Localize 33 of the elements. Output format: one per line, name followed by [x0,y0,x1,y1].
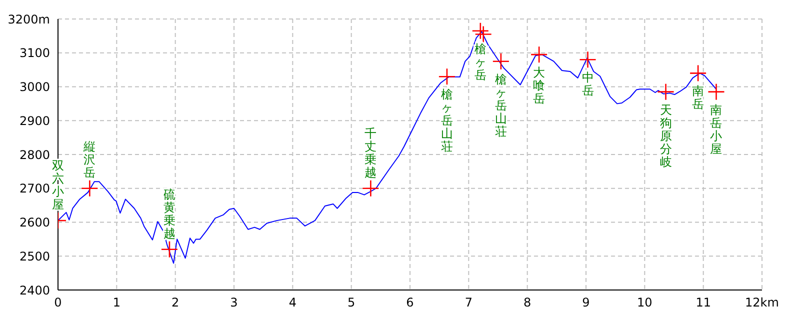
x-tick-label: 7 [464,296,472,310]
x-tick-label: 11 [696,296,711,310]
x-tick-label: 4 [288,296,296,310]
x-tick-label: 5 [348,296,356,310]
annotation: 縦沢岳 [82,139,96,180]
x-tick-label: 9 [582,296,590,310]
x-tick-label: 3 [230,296,238,310]
x-tick-label: 2 [172,296,180,310]
x-tick-label: 12km [745,296,779,310]
x-tick-label: 0 [54,296,62,310]
annotation: 天狗原分岐 [660,102,672,169]
y-tick-label: 2800 [19,148,50,162]
annotation: 大喰岳 [533,66,546,106]
x-tick-label: 6 [406,296,414,310]
y-tick-label: 3000 [19,80,50,94]
x-tick-label: 8 [524,296,532,310]
annotation: 千丈乗越 [364,126,377,180]
y-tick-label: 2500 [19,249,50,264]
annotation: 中岳 [582,70,594,98]
annotation: 南岳 [692,84,704,112]
annotation: 南岳小屋 [710,102,722,156]
annotation: 槍ヶ岳山荘 [440,88,453,154]
y-tick-label: 2600 [19,216,50,230]
x-tick-label: 10 [637,296,652,310]
y-tick-label: 3200m [8,12,50,26]
y-tick-label: 3100 [19,46,50,60]
annotation: 槍ヶ岳 [474,42,486,82]
y-tick-label: 2900 [19,114,50,128]
annotation: 硫黄乗越 [163,187,176,240]
x-tick-label: 1 [112,296,120,310]
y-tick-label: 2400 [19,283,50,298]
annotation: 槍ヶ岳山荘 [494,72,507,138]
y-tick-label: 2700 [19,182,50,196]
